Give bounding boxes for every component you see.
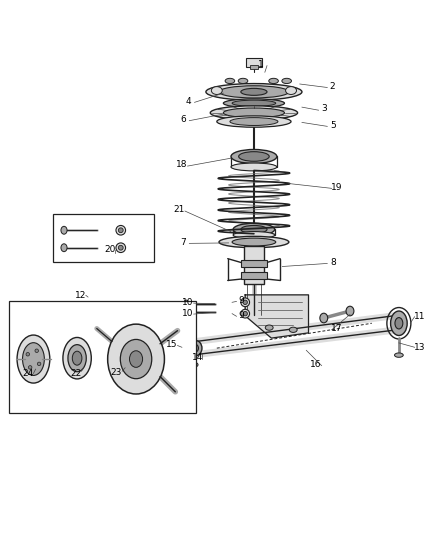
Ellipse shape — [243, 311, 247, 316]
Ellipse shape — [346, 306, 354, 316]
Ellipse shape — [184, 300, 189, 307]
Ellipse shape — [72, 351, 82, 365]
Ellipse shape — [241, 298, 250, 306]
Text: 10: 10 — [182, 309, 193, 318]
Ellipse shape — [35, 349, 39, 352]
Ellipse shape — [118, 245, 123, 250]
Bar — [9, 302, 196, 413]
Ellipse shape — [162, 340, 167, 345]
Ellipse shape — [219, 236, 289, 248]
Text: 14: 14 — [191, 353, 203, 362]
Ellipse shape — [282, 78, 291, 84]
Text: 3: 3 — [321, 104, 327, 114]
Ellipse shape — [37, 362, 41, 366]
Text: 2: 2 — [330, 82, 336, 91]
Ellipse shape — [243, 300, 247, 304]
Text: 19: 19 — [331, 182, 343, 191]
Ellipse shape — [130, 351, 143, 367]
Ellipse shape — [223, 108, 285, 118]
Ellipse shape — [206, 84, 302, 100]
Ellipse shape — [241, 309, 250, 318]
Ellipse shape — [241, 225, 267, 233]
Ellipse shape — [230, 118, 278, 125]
Ellipse shape — [61, 244, 67, 252]
Ellipse shape — [17, 335, 50, 383]
Text: 20: 20 — [104, 245, 116, 254]
Ellipse shape — [191, 344, 198, 352]
Text: 9: 9 — [239, 296, 244, 305]
Ellipse shape — [241, 88, 267, 95]
Ellipse shape — [68, 345, 86, 372]
Ellipse shape — [320, 313, 328, 323]
Bar — [250, 65, 258, 69]
Bar — [241, 260, 267, 266]
Ellipse shape — [391, 311, 407, 335]
Text: 12: 12 — [74, 291, 86, 300]
Text: 23: 23 — [111, 368, 122, 377]
Ellipse shape — [225, 78, 235, 84]
Text: 1: 1 — [258, 60, 263, 69]
Ellipse shape — [108, 324, 164, 394]
Ellipse shape — [269, 78, 279, 84]
Bar — [244, 246, 264, 284]
Text: 7: 7 — [180, 238, 186, 247]
Ellipse shape — [188, 340, 202, 356]
Ellipse shape — [232, 238, 276, 246]
Ellipse shape — [22, 343, 44, 375]
Ellipse shape — [184, 309, 189, 316]
Text: 13: 13 — [414, 343, 426, 352]
Ellipse shape — [233, 231, 275, 239]
Text: 8: 8 — [331, 257, 336, 266]
Ellipse shape — [118, 228, 123, 233]
Ellipse shape — [395, 353, 403, 357]
Ellipse shape — [231, 149, 277, 164]
Ellipse shape — [63, 337, 91, 379]
Ellipse shape — [26, 352, 29, 356]
Text: 17: 17 — [331, 324, 343, 333]
Bar — [241, 272, 267, 279]
Ellipse shape — [239, 152, 269, 161]
Text: 5: 5 — [331, 120, 336, 130]
Ellipse shape — [395, 318, 403, 329]
Ellipse shape — [116, 243, 126, 253]
Ellipse shape — [238, 78, 248, 84]
Ellipse shape — [265, 325, 273, 330]
Ellipse shape — [231, 163, 277, 171]
Text: 10: 10 — [182, 298, 193, 307]
Text: 4: 4 — [186, 97, 191, 106]
Text: 15: 15 — [166, 340, 177, 349]
Polygon shape — [245, 295, 308, 338]
Ellipse shape — [217, 116, 291, 127]
Text: 18: 18 — [176, 160, 187, 169]
Ellipse shape — [232, 100, 276, 106]
Ellipse shape — [286, 87, 297, 94]
Text: 9: 9 — [239, 311, 244, 320]
Text: 24: 24 — [22, 369, 33, 378]
Bar — [246, 58, 262, 67]
Ellipse shape — [116, 225, 126, 235]
Text: 11: 11 — [414, 312, 426, 321]
Text: 21: 21 — [173, 205, 184, 214]
Ellipse shape — [120, 340, 152, 379]
Ellipse shape — [233, 223, 275, 236]
Ellipse shape — [212, 87, 222, 94]
Ellipse shape — [219, 86, 289, 98]
Ellipse shape — [289, 327, 297, 333]
Ellipse shape — [210, 106, 297, 120]
Text: 6: 6 — [180, 115, 186, 124]
Ellipse shape — [223, 99, 285, 108]
Ellipse shape — [192, 362, 198, 367]
Text: 16: 16 — [310, 360, 321, 369]
Ellipse shape — [61, 227, 67, 234]
Bar — [53, 214, 153, 262]
Ellipse shape — [28, 366, 32, 369]
Text: 22: 22 — [70, 368, 81, 377]
